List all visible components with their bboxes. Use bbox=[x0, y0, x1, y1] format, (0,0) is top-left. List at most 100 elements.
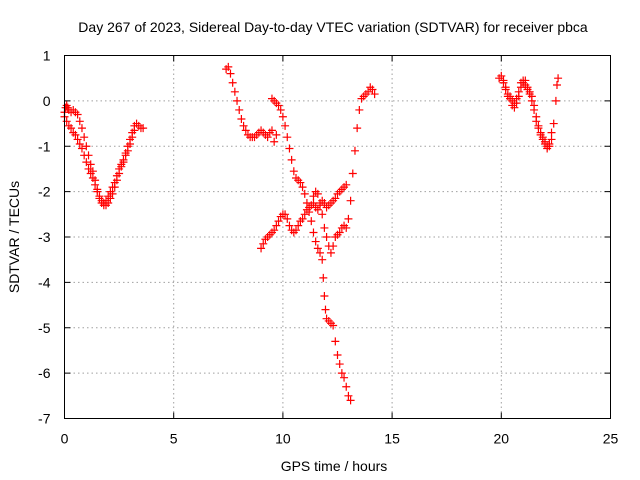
data-point bbox=[241, 126, 250, 135]
y-tick-label: 1 bbox=[43, 48, 51, 64]
data-point bbox=[108, 189, 117, 198]
data-point bbox=[320, 223, 329, 232]
data-point bbox=[547, 128, 556, 137]
data-point bbox=[547, 135, 556, 144]
y-tick-label: -3 bbox=[38, 229, 51, 245]
data-point bbox=[342, 180, 351, 189]
data-point bbox=[237, 115, 246, 124]
data-point bbox=[331, 337, 340, 346]
data-point bbox=[239, 121, 248, 130]
data-point bbox=[88, 174, 97, 183]
y-tick-label: -7 bbox=[38, 411, 51, 427]
data-point bbox=[309, 192, 318, 201]
data-point bbox=[77, 144, 86, 153]
data-point bbox=[285, 144, 294, 153]
data-point bbox=[281, 121, 290, 130]
data-point bbox=[512, 99, 521, 108]
data-point bbox=[300, 189, 309, 198]
data-point bbox=[95, 194, 104, 203]
data-point bbox=[510, 103, 519, 112]
data-point bbox=[257, 244, 266, 253]
data-point bbox=[67, 124, 76, 133]
data-point bbox=[233, 96, 242, 105]
data-point bbox=[530, 105, 539, 114]
y-axis-label: SDTVAR / TECUs bbox=[6, 181, 22, 293]
data-point bbox=[337, 369, 346, 378]
data-point bbox=[292, 226, 301, 235]
x-tick-label: 5 bbox=[170, 431, 178, 447]
data-point bbox=[543, 144, 552, 153]
data-point bbox=[348, 169, 357, 178]
data-point bbox=[263, 133, 272, 142]
data-point bbox=[62, 117, 71, 126]
data-point bbox=[319, 273, 328, 282]
data-point bbox=[329, 321, 338, 330]
data-point bbox=[552, 80, 561, 89]
data-point bbox=[73, 135, 82, 144]
data-point bbox=[226, 69, 235, 78]
data-point bbox=[91, 180, 100, 189]
data-point bbox=[294, 221, 303, 230]
data-point bbox=[110, 183, 119, 192]
data-point bbox=[532, 117, 541, 126]
data-point bbox=[82, 158, 91, 167]
data-point bbox=[527, 96, 536, 105]
data-point bbox=[283, 214, 292, 223]
y-tick-label: -1 bbox=[38, 138, 51, 154]
data-point bbox=[344, 391, 353, 400]
data-point bbox=[355, 105, 364, 114]
data-point bbox=[276, 105, 285, 114]
data-point bbox=[126, 139, 135, 148]
data-point bbox=[235, 105, 244, 114]
data-point bbox=[106, 194, 115, 203]
data-point bbox=[80, 151, 89, 160]
data-point bbox=[538, 135, 547, 144]
data-point bbox=[84, 164, 93, 173]
data-point bbox=[278, 112, 287, 121]
data-point bbox=[274, 217, 283, 226]
data-point bbox=[112, 176, 121, 185]
data-point bbox=[117, 162, 126, 171]
data-point bbox=[80, 133, 89, 142]
data-point bbox=[313, 189, 322, 198]
data-point bbox=[316, 198, 325, 207]
data-point bbox=[298, 214, 307, 223]
chart-title: Day 267 of 2023, Sidereal Day-to-day VTE… bbox=[78, 19, 588, 35]
data-point bbox=[228, 78, 237, 87]
data-point bbox=[340, 373, 349, 382]
x-tick-label: 20 bbox=[494, 431, 510, 447]
x-tick-label: 15 bbox=[384, 431, 400, 447]
data-point bbox=[73, 110, 82, 119]
y-tick-label: -4 bbox=[38, 274, 51, 290]
data-point bbox=[545, 139, 554, 148]
y-tick-label: -5 bbox=[38, 320, 51, 336]
data-point bbox=[331, 194, 340, 203]
data-point bbox=[281, 210, 290, 219]
data-point bbox=[523, 83, 532, 92]
data-point bbox=[320, 291, 329, 300]
data-point bbox=[551, 96, 560, 105]
data-point bbox=[287, 155, 296, 164]
data-point bbox=[333, 350, 342, 359]
data-point bbox=[300, 210, 309, 219]
data-point bbox=[350, 146, 359, 155]
y-tick-label: -2 bbox=[38, 184, 51, 200]
data-point bbox=[289, 167, 298, 176]
data-point bbox=[77, 124, 86, 133]
data-point bbox=[86, 169, 95, 178]
data-point bbox=[307, 217, 316, 226]
data-point bbox=[272, 130, 281, 139]
data-point bbox=[342, 382, 351, 391]
data-point bbox=[321, 305, 330, 314]
data-point bbox=[267, 126, 276, 135]
data-points bbox=[60, 62, 563, 405]
data-point bbox=[318, 255, 327, 264]
data-point bbox=[346, 396, 355, 405]
data-point bbox=[514, 92, 523, 101]
data-point bbox=[224, 62, 233, 71]
data-point bbox=[130, 126, 139, 135]
data-point bbox=[316, 248, 325, 257]
data-point bbox=[329, 242, 338, 251]
data-point bbox=[370, 90, 379, 99]
